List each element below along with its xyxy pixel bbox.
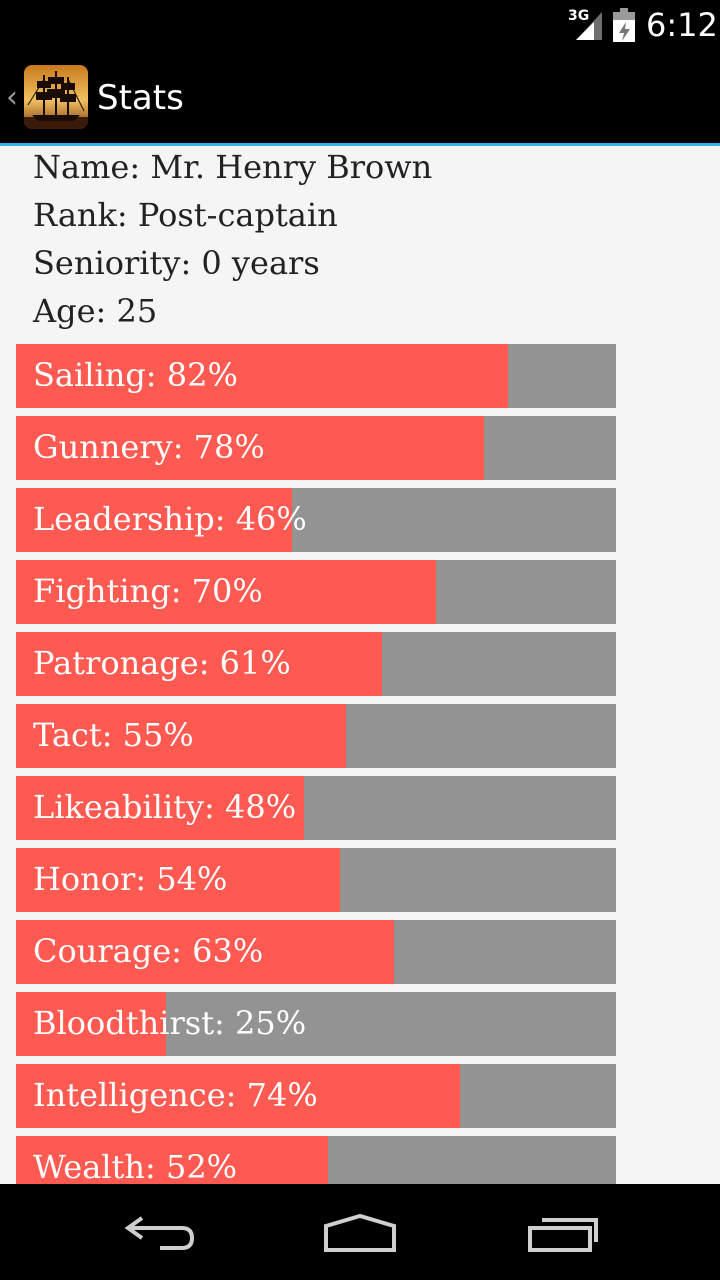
page-title: Stats	[97, 78, 184, 118]
signal-icon	[576, 12, 602, 40]
stat-label: Bloodthirst: 25%	[33, 1004, 307, 1042]
stat-label: Likeability: 48%	[33, 788, 297, 826]
rank-line: Rank: Post-captain	[33, 196, 338, 234]
stat-bar-fill	[16, 488, 292, 552]
battery-icon	[613, 8, 635, 42]
stat-bar-fill	[16, 704, 346, 768]
stat-label: Fighting: 70%	[33, 572, 263, 610]
stat-bar-fill	[16, 992, 166, 1056]
stat-bar: Courage: 63%	[16, 920, 616, 984]
navigation-bar	[0, 1184, 720, 1280]
stat-bar: Bloodthirst: 25%	[16, 992, 616, 1056]
home-icon[interactable]	[310, 1208, 410, 1256]
stat-label: Gunnery: 78%	[33, 428, 265, 466]
network-type: 3G	[568, 8, 590, 24]
stat-bar: Patronage: 61%	[16, 632, 616, 696]
age-line: Age: 25	[33, 292, 158, 330]
name-line: Name: Mr. Henry Brown	[33, 148, 433, 186]
stat-label: Honor: 54%	[33, 860, 228, 898]
up-caret-icon[interactable]: ‹	[6, 80, 18, 115]
stat-bar: Honor: 54%	[16, 848, 616, 912]
stat-bar: Likeability: 48%	[16, 776, 616, 840]
clock: 6:12	[646, 6, 718, 44]
stat-bar: Wealth: 52%	[16, 1136, 616, 1184]
stat-bar-fill	[16, 632, 382, 696]
stats-content[interactable]: Name: Mr. Henry Brown Rank: Post-captain…	[0, 146, 720, 1184]
stat-bar-fill	[16, 776, 304, 840]
stat-bar: Leadership: 46%	[16, 488, 616, 552]
stat-bar-fill	[16, 344, 508, 408]
action-bar-divider	[0, 143, 720, 146]
stat-bar-fill	[16, 920, 394, 984]
ship-icon[interactable]	[24, 65, 88, 129]
back-icon[interactable]	[120, 1208, 220, 1256]
stat-label: Wealth: 52%	[33, 1148, 238, 1184]
status-bar: 3G 6:12	[0, 0, 720, 50]
stat-bar-fill	[16, 1064, 460, 1128]
stat-label: Courage: 63%	[33, 932, 264, 970]
stat-bar-fill	[16, 416, 484, 480]
stat-label: Sailing: 82%	[33, 356, 238, 394]
stat-bar-fill	[16, 1136, 328, 1184]
stat-bar: Tact: 55%	[16, 704, 616, 768]
stat-bar-fill	[16, 848, 340, 912]
stat-label: Patronage: 61%	[33, 644, 291, 682]
stat-bar: Fighting: 70%	[16, 560, 616, 624]
stat-label: Leadership: 46%	[33, 500, 307, 538]
recents-icon[interactable]	[520, 1208, 620, 1256]
stat-bar: Intelligence: 74%	[16, 1064, 616, 1128]
action-bar: ‹ Stats	[0, 50, 720, 144]
stat-bar: Gunnery: 78%	[16, 416, 616, 480]
stat-bar: Sailing: 82%	[16, 344, 616, 408]
stat-label: Tact: 55%	[33, 716, 194, 754]
seniority-line: Seniority: 0 years	[33, 244, 320, 282]
stat-label: Intelligence: 74%	[33, 1076, 318, 1114]
stat-bar-fill	[16, 560, 436, 624]
